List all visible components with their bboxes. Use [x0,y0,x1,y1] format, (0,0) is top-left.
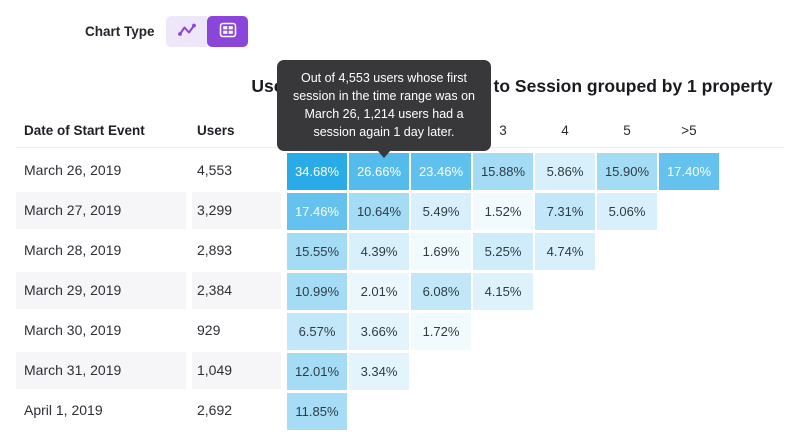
retention-cell[interactable]: 6.08% [411,273,471,310]
retention-cell[interactable]: 17.46% [287,193,347,230]
users-cell: 1,049 [197,362,233,378]
date-cell: March 28, 2019 [24,242,122,258]
retention-cell[interactable]: 7.31% [535,193,595,230]
date-cell: March 31, 2019 [24,362,122,378]
column-header-period-5: 5 [623,123,631,138]
column-header-users: Users [197,123,235,138]
retention-cell[interactable]: 5.86% [535,153,595,190]
date-cell: March 29, 2019 [24,282,122,298]
users-cell: 2,893 [197,242,233,258]
chart-type-toggle [166,16,248,47]
retention-cell[interactable]: 34.68% [287,153,347,190]
column-header-period-3: 3 [499,123,507,138]
retention-cell[interactable]: 5.25% [473,233,533,270]
retention-cell[interactable]: 15.90% [597,153,657,190]
column-header-date: Date of Start Event [24,123,145,138]
retention-cell[interactable]: 3.66% [349,313,409,350]
retention-cell[interactable]: 3.34% [349,353,409,390]
retention-cell[interactable]: 10.99% [287,273,347,310]
column-header-period-gt5: >5 [681,123,697,138]
line-chart-icon [177,22,197,41]
retention-cell[interactable]: 5.49% [411,193,471,230]
users-cell: 3,299 [197,202,233,218]
retention-cell[interactable]: 15.88% [473,153,533,190]
users-cell: 929 [197,322,221,338]
users-cell: 2,692 [197,402,233,418]
retention-cell[interactable]: 1.52% [473,193,533,230]
row-stripe [192,272,281,309]
date-cell: April 1, 2019 [24,402,103,418]
row-stripe [16,272,186,309]
tooltip: Out of 4,553 users whose first session i… [277,60,491,151]
table-row: March 27, 2019 3,299 17.46% 10.64% 5.49%… [0,190,800,230]
table-row: April 1, 2019 2,692 11.85% [0,390,800,430]
table-row: March 30, 2019 929 6.57% 3.66% 1.72% [0,310,800,350]
date-cell: March 26, 2019 [24,162,122,178]
retention-cell[interactable]: 4.39% [349,233,409,270]
row-stripe [16,192,186,229]
line-chart-button[interactable] [166,16,207,47]
retention-cell[interactable]: 1.69% [411,233,471,270]
retention-cell[interactable]: 5.06% [597,193,657,230]
retention-cell[interactable]: 1.72% [411,313,471,350]
retention-cell[interactable]: 17.40% [659,153,719,190]
retention-cell[interactable]: 10.64% [349,193,409,230]
row-stripe [192,352,281,389]
table-chart-icon [219,21,237,42]
column-header-period-4: 4 [561,123,569,138]
retention-cell[interactable]: 4.74% [535,233,595,270]
table-row: March 26, 2019 4,553 34.68% 26.66% 23.46… [0,150,800,190]
date-cell: March 27, 2019 [24,202,122,218]
table-row: March 28, 2019 2,893 15.55% 4.39% 1.69% … [0,230,800,270]
tooltip-text: Out of 4,553 users whose first session i… [292,71,476,140]
retention-cell[interactable]: 23.46% [411,153,471,190]
retention-cell[interactable]: 2.01% [349,273,409,310]
retention-cell[interactable]: 26.66% [349,153,409,190]
table-row: March 29, 2019 2,384 10.99% 2.01% 6.08% … [0,270,800,310]
row-stripe [192,192,281,229]
retention-cell[interactable]: 12.01% [287,353,347,390]
retention-cell[interactable]: 4.15% [473,273,533,310]
retention-cell[interactable]: 11.85% [287,393,347,430]
table-row: March 31, 2019 1,049 12.01% 3.34% [0,350,800,390]
retention-cell[interactable]: 15.55% [287,233,347,270]
retention-cell[interactable]: 6.57% [287,313,347,350]
users-cell: 2,384 [197,282,233,298]
users-cell: 4,553 [197,162,233,178]
table-chart-button[interactable] [207,16,248,47]
row-stripe [16,352,186,389]
chart-type-label: Chart Type [85,24,155,39]
date-cell: March 30, 2019 [24,322,122,338]
